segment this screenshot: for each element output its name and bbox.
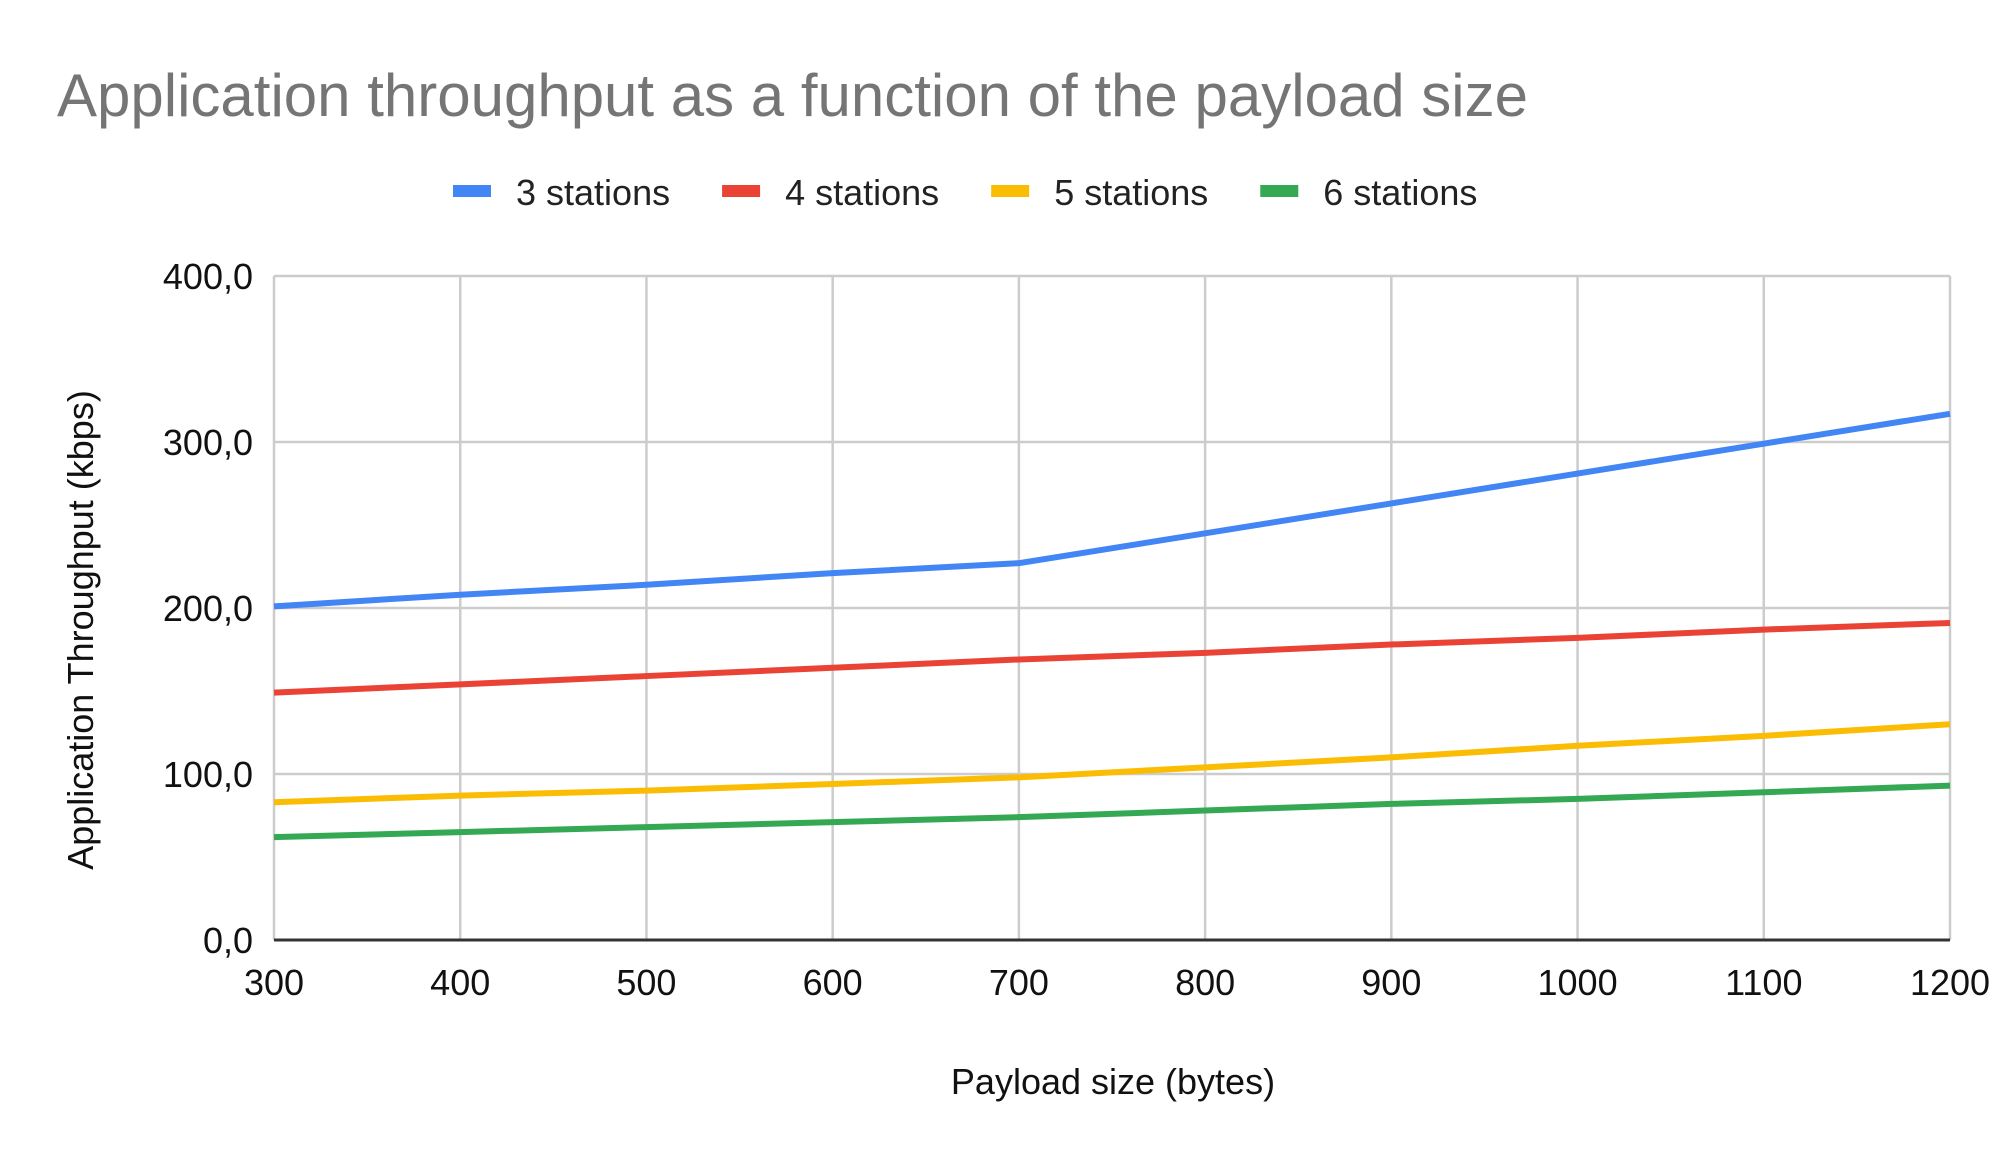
series-line <box>273 782 1951 841</box>
x-axis-ticks: 300 400 500 600 700 800 900 1000 1100 1200 <box>244 962 1990 1003</box>
legend-label: 3 stations <box>516 172 670 213</box>
x-tick-label: 500 <box>616 962 676 1003</box>
legend-item: 3 stations <box>453 172 670 213</box>
legend-label: 5 stations <box>1054 172 1208 213</box>
series-line <box>273 410 1951 610</box>
legend-item: 4 stations <box>722 172 939 213</box>
legend-swatch <box>453 185 491 197</box>
legend-swatch <box>991 185 1030 197</box>
y-tick-label: 200,0 <box>163 588 253 629</box>
legend-swatch <box>1260 185 1299 197</box>
y-axis-ticks: 0,0 100,0 200,0 300,0 400,0 <box>163 256 253 961</box>
x-tick-label: 1200 <box>1910 962 1990 1003</box>
x-tick-label: 1100 <box>1725 962 1802 1003</box>
chart-title: Application throughput as a function of … <box>57 62 1528 129</box>
series-line <box>273 721 1951 806</box>
y-tick-label: 100,0 <box>163 754 253 795</box>
y-axis-title: Application Throughput (kbps) <box>60 390 101 870</box>
legend: 3 stations 4 stations 5 stations 6 stations <box>453 172 1477 213</box>
x-tick-label: 300 <box>244 962 304 1003</box>
legend-swatch <box>722 185 761 197</box>
legend-label: 4 stations <box>785 172 939 213</box>
x-tick-label: 1000 <box>1538 962 1618 1003</box>
legend-item: 5 stations <box>991 172 1208 213</box>
x-tick-label: 600 <box>803 962 863 1003</box>
x-axis-title: Payload size (bytes) <box>951 1061 1275 1102</box>
y-tick-label: 0,0 <box>203 920 253 961</box>
series-line <box>273 619 1951 696</box>
y-tick-label: 400,0 <box>163 256 253 297</box>
legend-item: 6 stations <box>1260 172 1477 213</box>
y-tick-label: 300,0 <box>163 422 253 463</box>
gridlines <box>272 274 1952 942</box>
x-tick-label: 900 <box>1361 962 1421 1003</box>
legend-label: 6 stations <box>1323 172 1477 213</box>
x-tick-label: 800 <box>1175 962 1235 1003</box>
x-tick-label: 700 <box>989 962 1049 1003</box>
series-lines <box>273 410 1951 841</box>
x-tick-label: 400 <box>430 962 490 1003</box>
